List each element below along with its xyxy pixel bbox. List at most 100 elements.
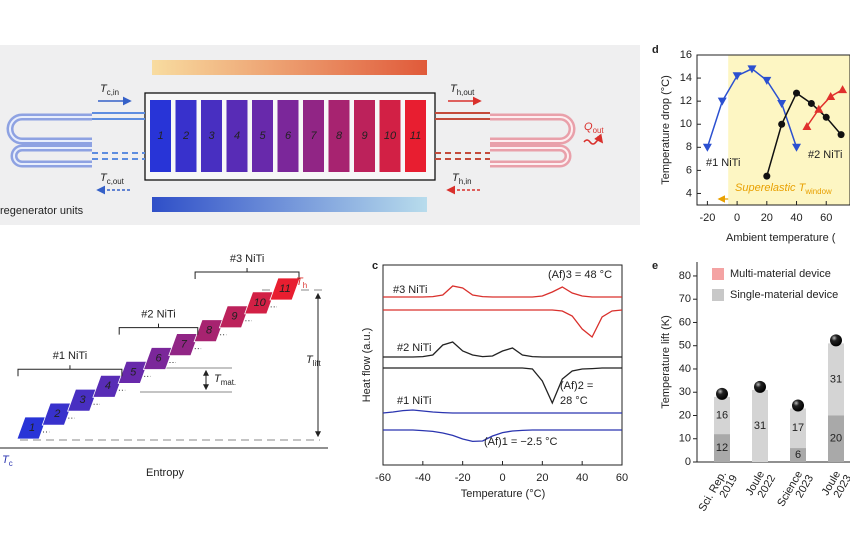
series-line <box>383 309 623 339</box>
bar-segment <box>752 389 768 462</box>
stage-unit <box>218 305 250 329</box>
cold-pipe-highlight <box>9 116 92 165</box>
series-line <box>383 367 622 405</box>
legend-label: Single-material device <box>730 289 838 301</box>
x-tick-label: 20 <box>536 472 548 484</box>
stage-unit <box>16 416 48 440</box>
y-tick-label: 60 <box>679 316 691 328</box>
y-tick-label: 12 <box>680 95 692 107</box>
superelastic-band <box>728 55 850 205</box>
regenerator-unit <box>252 100 273 172</box>
symbol-sub: h,in <box>459 177 472 186</box>
symbol-main: T <box>296 276 304 288</box>
stage-label: 10 <box>254 297 267 309</box>
unit-label: 10 <box>384 130 397 142</box>
stage-unit <box>269 277 301 301</box>
symbol-main: T <box>452 172 460 184</box>
symbol-sub: lift <box>313 359 322 368</box>
series-line <box>806 88 843 127</box>
series-line <box>766 91 842 177</box>
stage-label: 4 <box>105 380 111 392</box>
bar-segment <box>714 434 730 462</box>
series-label: #2 NiTi <box>808 149 842 161</box>
point <box>762 76 772 85</box>
symbol-main: T <box>100 83 108 95</box>
group-label: #3 NiTi <box>230 253 264 265</box>
annotation: 28 °C <box>560 395 588 407</box>
stage-unit <box>92 374 124 398</box>
total-marker <box>716 387 728 400</box>
x-tick-label: -40 <box>415 472 431 484</box>
symbol-main: T <box>2 454 10 466</box>
symbol-label: Th,out <box>450 83 475 97</box>
stage-label: 8 <box>206 325 213 337</box>
stage-label: 11 <box>279 283 290 295</box>
y-tick-label: 8 <box>686 141 692 153</box>
regenerator-unit <box>226 100 248 172</box>
symbol-label: Th <box>296 276 307 290</box>
stage-unit <box>142 347 175 370</box>
unit-label: 4 <box>234 130 240 142</box>
x-tick-label: 20 <box>761 212 773 224</box>
point <box>763 172 771 180</box>
group-label: #1 NiTi <box>53 350 87 362</box>
y-tick-label: 80 <box>679 270 691 282</box>
point <box>837 131 845 139</box>
symbol-sub: c <box>9 459 13 468</box>
symbol-label: Tmat. <box>214 373 236 387</box>
y-tick-label: 14 <box>680 72 692 84</box>
y-tick-label: 40 <box>679 363 691 375</box>
series-line <box>382 409 622 414</box>
x-tick-label: -60 <box>375 472 391 484</box>
caption: regenerator units <box>0 205 84 217</box>
bar-segment <box>828 343 844 416</box>
symbol-sub: h,out <box>457 88 475 97</box>
x-tick-label: 0 <box>734 212 740 224</box>
symbol-sub: window <box>804 187 832 196</box>
y-tick-label: 70 <box>679 293 691 305</box>
value-label: 31 <box>754 420 766 432</box>
symbol-label: Tc,out <box>100 172 125 186</box>
bar-segment <box>714 396 730 435</box>
y-tick-label: 0 <box>685 456 691 468</box>
series-line <box>383 341 622 358</box>
value-label: 12 <box>716 442 728 454</box>
heat-out-arrow <box>583 133 604 145</box>
y-tick-label: 10 <box>680 118 692 130</box>
y-axis-label: Heat flow (a.u.) <box>361 328 373 403</box>
symbol-main: Superelastic T <box>735 182 807 194</box>
symbol-label: Tc,in <box>100 83 119 97</box>
group-bracket <box>194 268 300 279</box>
unit-label: 9 <box>361 130 367 142</box>
unit-label: 8 <box>336 130 343 142</box>
symbol-main: T <box>214 373 222 385</box>
panel-letter: c <box>372 260 378 272</box>
point <box>814 104 824 113</box>
cold-gradient-bar <box>152 197 427 212</box>
stage-unit <box>168 333 200 357</box>
legend-swatch <box>712 268 724 280</box>
bar-segment <box>828 415 844 462</box>
regenerator-unit <box>354 100 375 172</box>
group-label: #2 NiTi <box>141 309 175 321</box>
regenerator-unit <box>175 100 197 172</box>
stage-label: 3 <box>80 394 87 406</box>
point <box>822 113 830 121</box>
hot-inlet-line <box>435 152 490 160</box>
point <box>807 99 815 107</box>
point <box>717 97 727 106</box>
stage-unit <box>67 388 99 412</box>
symbol-main: Q <box>584 121 593 133</box>
panel-letter: d <box>652 44 659 56</box>
point <box>778 120 786 128</box>
annotation: (Af)2 = <box>560 380 593 392</box>
unit-label: 5 <box>259 130 266 142</box>
series-line <box>383 285 622 298</box>
y-axis-label: Temperature lift (K) <box>660 315 672 409</box>
point <box>792 143 802 152</box>
y-axis-label: Temperature drop (°C) <box>660 75 672 185</box>
value-label: 6 <box>795 449 801 461</box>
hot-outlet-line <box>435 112 490 120</box>
point <box>732 72 742 81</box>
